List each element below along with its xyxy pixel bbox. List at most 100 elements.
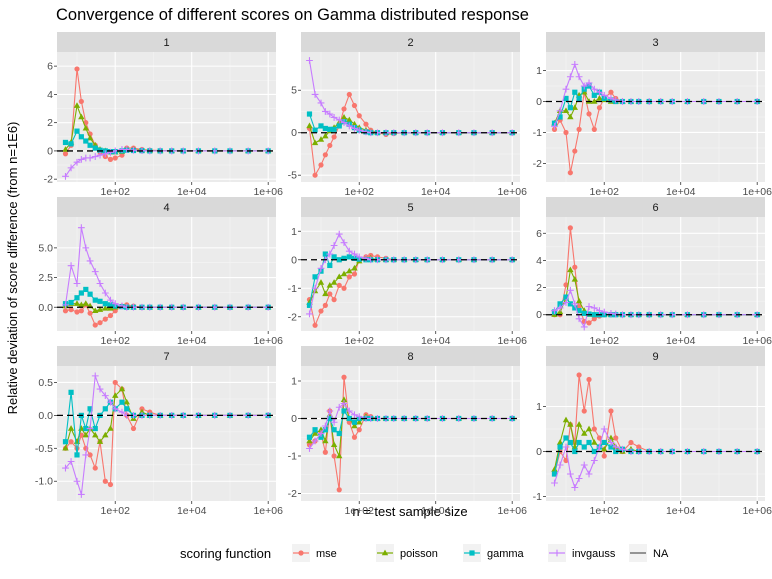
data-point-invgauss — [101, 392, 109, 400]
y-tick-label: 0 — [291, 413, 297, 425]
x-tick-label: 1e+04 — [666, 186, 696, 198]
y-tick-label: 6 — [47, 61, 53, 73]
data-point-invgauss — [62, 172, 69, 180]
chart-title: Convergence of different scores on Gamma… — [56, 6, 529, 24]
data-point-invgauss — [590, 85, 598, 93]
data-point-mse — [119, 152, 125, 158]
data-point-gamma — [87, 291, 93, 297]
data-point-poisson — [306, 122, 313, 129]
data-point-mse — [613, 435, 619, 441]
data-point-poisson — [96, 306, 104, 312]
data-point-poisson — [322, 290, 329, 297]
data-point-invgauss — [326, 407, 334, 415]
facet-strip — [57, 32, 276, 52]
data-point-invgauss — [330, 242, 338, 249]
data-point-invgauss — [107, 398, 114, 406]
data-point-invgauss — [101, 150, 109, 158]
data-point-invgauss — [362, 128, 370, 136]
data-point-poisson — [92, 307, 99, 314]
data-point-invgauss — [317, 264, 325, 272]
data-point-invgauss — [351, 125, 358, 132]
legend-label: NA — [653, 548, 669, 560]
data-point-gamma — [312, 274, 318, 280]
legend-entry-NA: NA — [629, 544, 669, 562]
x-tick-label: 1e+06 — [497, 186, 527, 198]
data-point-mse — [567, 225, 573, 231]
data-point-mse — [356, 427, 362, 433]
data-point-mse — [576, 126, 582, 132]
data-point-invgauss — [86, 257, 94, 265]
data-point-mse — [331, 134, 337, 140]
data-point-mse — [112, 155, 118, 161]
data-point-invgauss — [551, 122, 558, 130]
data-point-poisson — [311, 430, 319, 436]
data-point-poisson — [567, 421, 574, 427]
data-point-mse — [327, 291, 333, 297]
data-point-mse — [581, 408, 587, 414]
data-point-invgauss — [62, 301, 69, 309]
data-point-gamma — [608, 444, 614, 450]
data-point-poisson — [322, 132, 329, 139]
data-point-invgauss — [571, 60, 579, 68]
data-point-mse — [102, 316, 108, 322]
data-point-invgauss — [317, 430, 325, 437]
data-point-invgauss — [355, 126, 363, 134]
data-point-poisson — [575, 421, 583, 427]
data-point-gamma — [576, 95, 582, 102]
x-tick-label: 1e+02 — [589, 186, 619, 198]
facet-strip-label: 7 — [163, 351, 169, 363]
data-point-gamma — [306, 302, 313, 308]
data-point-gamma — [581, 310, 587, 316]
y-tick-label: 0 — [536, 446, 542, 458]
x-tick-label: 1e+02 — [344, 186, 374, 198]
data-point-mse — [112, 308, 118, 314]
data-point-mse — [563, 129, 569, 136]
y-tick-label: 5.0 — [38, 242, 53, 254]
data-point-mse — [601, 453, 607, 459]
x-tick-label: 1e+02 — [100, 186, 130, 198]
data-point-poisson — [562, 416, 570, 423]
data-point-invgauss — [619, 445, 626, 453]
data-point-invgauss — [118, 302, 126, 310]
x-tick-label: 1e+02 — [589, 335, 619, 347]
data-point-invgauss — [580, 82, 588, 90]
legend-key-marker — [469, 550, 475, 556]
data-point-invgauss — [566, 73, 574, 81]
x-tick-label: 1e+06 — [253, 186, 283, 198]
data-point-gamma — [331, 254, 337, 260]
y-tick-label: 2 — [47, 117, 53, 129]
data-point-invgauss — [355, 413, 363, 421]
y-tick-label: 0.0 — [38, 302, 53, 314]
data-point-poisson — [551, 466, 558, 472]
data-point-invgauss — [67, 458, 75, 465]
data-point-gamma — [74, 452, 80, 458]
data-point-gamma — [576, 308, 582, 314]
data-point-invgauss — [345, 407, 353, 415]
data-point-invgauss — [575, 475, 583, 482]
data-point-invgauss — [600, 308, 608, 316]
data-point-invgauss — [596, 443, 603, 451]
data-point-mse — [97, 320, 103, 326]
legend-entry-invgauss: invgauss — [548, 544, 616, 562]
data-point-mse — [78, 308, 84, 314]
data-point-gamma — [74, 295, 80, 301]
data-point-gamma — [557, 444, 563, 450]
y-tick-label: -2 — [533, 158, 542, 170]
x-tick-label: 1e+02 — [589, 505, 619, 517]
x-tick-label: 1e+04 — [666, 505, 696, 517]
data-point-poisson — [82, 431, 90, 438]
legend-key-marker — [381, 549, 389, 556]
x-axis-title: n = test sample size — [352, 504, 467, 519]
facet-strip-label: 4 — [163, 202, 169, 214]
facet-panel-7: 7 -1.0 -0.5 0.0 0.5 1e+02 1e+04 1e+06 — [35, 346, 283, 517]
legend-label: mse — [316, 548, 337, 560]
y-tick-label: 2 — [536, 282, 542, 294]
x-tick-label: 1e+02 — [100, 505, 130, 517]
data-point-invgauss — [355, 253, 363, 261]
data-point-invgauss — [311, 91, 319, 98]
data-point-invgauss — [612, 443, 620, 451]
data-point-poisson — [306, 437, 313, 444]
data-point-invgauss — [571, 484, 579, 491]
data-point-gamma — [567, 439, 573, 446]
